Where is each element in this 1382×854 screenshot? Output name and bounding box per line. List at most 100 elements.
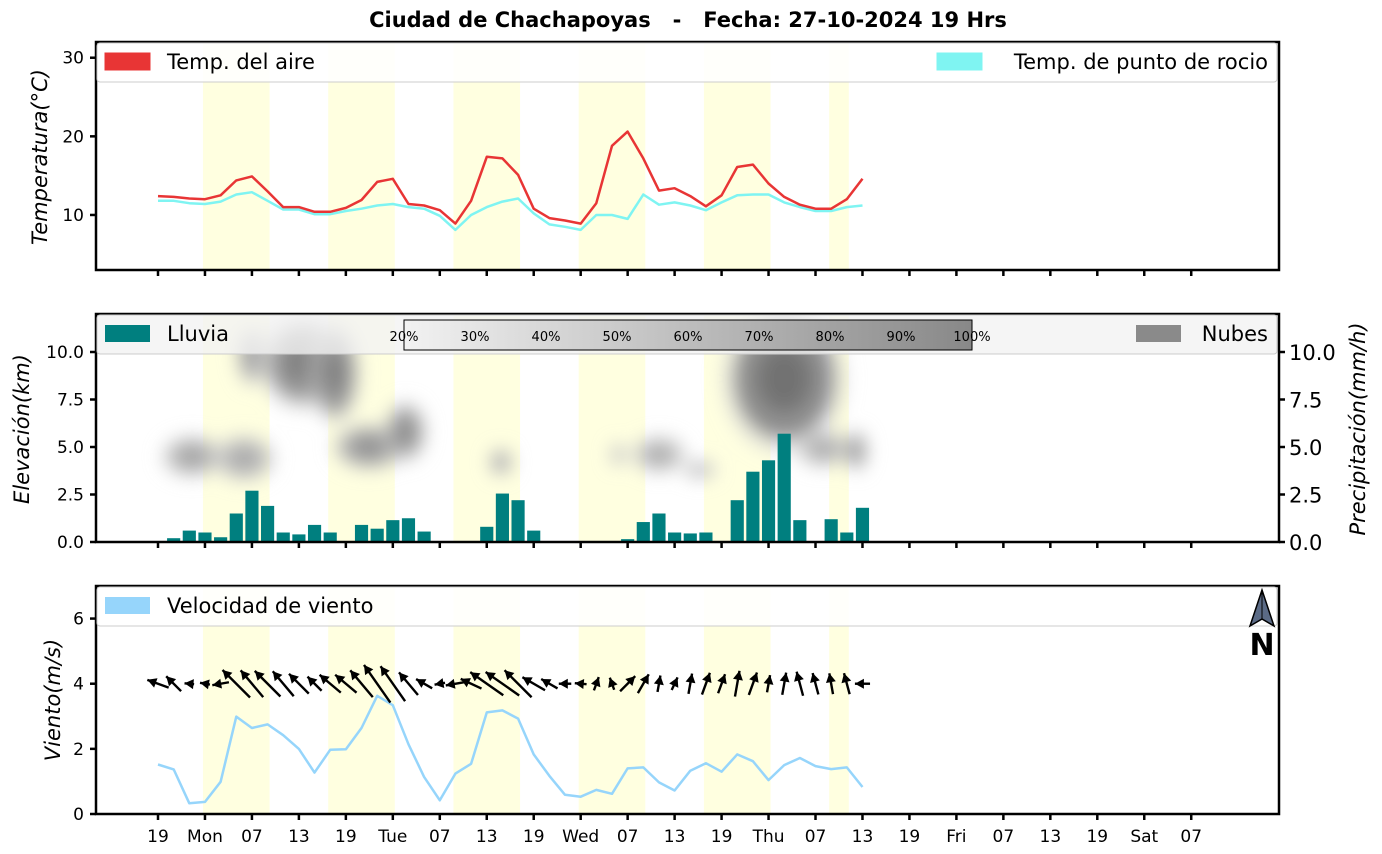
- rain-bar: [840, 532, 854, 542]
- wind-arrow: [318, 673, 342, 694]
- wind-arrow: [415, 678, 433, 690]
- wind-arrow: [540, 677, 559, 690]
- rain-bar: [167, 538, 181, 542]
- wind-arrow-head: [254, 670, 265, 681]
- wind-arrow: [794, 671, 805, 697]
- x-tick-label: 07: [805, 827, 827, 847]
- wind-arrow: [199, 679, 211, 690]
- x-tick-label: Thu: [752, 827, 785, 847]
- wind-arrow: [574, 679, 587, 689]
- rain-bar: [245, 490, 259, 542]
- wind-arrow-head: [485, 672, 496, 682]
- x-tick-label: 13: [288, 827, 310, 847]
- colorbar-label: 80%: [816, 330, 845, 345]
- wind-arrow-head: [364, 664, 374, 676]
- wind-arrow: [826, 673, 836, 695]
- wind-arrow: [349, 669, 374, 698]
- wind-arrow-head: [717, 674, 727, 685]
- wind-arrow-head: [522, 677, 533, 686]
- wind-arrow: [212, 678, 230, 689]
- wind-arrow-head: [434, 678, 445, 688]
- y-tick-label-right: 0.0: [1289, 531, 1322, 555]
- wind-arrow: [608, 677, 618, 691]
- x-tick-label: 13: [664, 827, 686, 847]
- wind-arrow: [747, 672, 759, 696]
- y-tick-label: 4: [73, 675, 84, 695]
- x-tick-label: 19: [523, 827, 545, 847]
- rain-cloud-panel: 0.0 0.0 2.5 2.5 5.0 5.0 7.5 7.5 10.0 10.0 Elevaci…: [10, 312, 1370, 555]
- wind-arrow: [619, 675, 637, 693]
- wind-arrow-head: [810, 673, 820, 683]
- colorbar-label: 100%: [953, 330, 990, 345]
- rain-bar: [292, 534, 306, 542]
- wind-arrow: [700, 672, 712, 696]
- y-tick-label: 7.5: [57, 391, 84, 411]
- north-arrow-icon: N: [1248, 587, 1276, 663]
- wind-arrow-head: [541, 679, 552, 688]
- wind-arrow: [221, 669, 251, 699]
- wind-arrow-head: [380, 666, 390, 677]
- wind-arrow: [685, 673, 696, 695]
- wind-arrow-head: [184, 679, 194, 690]
- wind-arrow-head: [608, 677, 618, 688]
- wind-arrow: [445, 678, 466, 689]
- cloud-core: [756, 345, 812, 413]
- wind-arrow: [253, 670, 282, 698]
- wind-speed-line: [157, 694, 864, 805]
- x-tick-label: Sat: [1130, 827, 1158, 847]
- wind-direction-arrows: [146, 664, 871, 704]
- rain-bar: [824, 519, 838, 542]
- cloud-colorbar: 20% 30% 40% 50% 60% 70% 80% 90% 100%: [390, 319, 991, 351]
- wind-arrow-head: [854, 678, 864, 689]
- rain-bar: [855, 507, 870, 542]
- rain-axes-frame: [94, 312, 1281, 544]
- y-tick-label: 2: [73, 740, 84, 760]
- y-tick-label: 6: [73, 610, 84, 630]
- colorbar-labels: 20% 30% 40% 50% 60% 70% 80% 90% 100%: [390, 330, 991, 345]
- precipitation-y-label: Precipitación(mm/h): [1346, 322, 1370, 535]
- legend-swatch-rain: [105, 325, 150, 342]
- wind-arrow-head: [669, 677, 679, 688]
- colorbar-label: 30%: [461, 330, 490, 345]
- rain-bar: [683, 533, 697, 542]
- x-tick-label: 07: [1180, 827, 1202, 847]
- colorbar-label: 40%: [532, 330, 561, 345]
- rain-bar: [746, 471, 760, 542]
- wind-arrow: [146, 678, 170, 689]
- rain-bar: [699, 532, 713, 542]
- cloud-core: [495, 455, 507, 469]
- x-tick-label: 19: [1086, 827, 1108, 847]
- wind-arrow-head: [212, 678, 222, 689]
- temperature-panel: 10 20 30 Temperatura(°C) Temp. del aire Te…: [28, 40, 1281, 276]
- wind-arrow: [733, 670, 743, 697]
- wind-arrow: [521, 676, 546, 692]
- legend-swatch-wind: [105, 597, 150, 614]
- wind-arrow: [165, 675, 182, 693]
- wind-arrow: [854, 678, 871, 689]
- wind-arrow: [779, 672, 790, 696]
- x-tick-label: 19: [899, 827, 921, 847]
- wind-axes-frame: [94, 584, 1281, 816]
- wind-arrow-head: [558, 678, 568, 689]
- rain-bar: [761, 460, 776, 542]
- x-tick-label: Mon: [187, 827, 223, 847]
- temperature-y-label: Temperatura(°C): [28, 69, 52, 245]
- wind-arrow-head: [335, 674, 346, 685]
- temperature-x-ticks: [156, 270, 1193, 276]
- cloud-core: [851, 441, 862, 461]
- x-tick-label: 07: [993, 827, 1015, 847]
- y-tick-label-right: 2.5: [1289, 484, 1322, 508]
- wind-arrow: [184, 679, 195, 690]
- wind-y-label: Viento(m/s): [41, 639, 65, 761]
- wind-arrow-head: [653, 675, 664, 686]
- x-tick-label: 19: [147, 827, 169, 847]
- x-tick-label: 19: [711, 827, 733, 847]
- temperature-lines: [157, 130, 864, 232]
- x-tick-label: Fri: [946, 827, 966, 847]
- rain-y-ticks: 0.0 0.0 2.5 2.5 5.0 5.0 7.5 7.5 10.0 10.0: [46, 341, 1336, 555]
- wind-arrow: [669, 676, 679, 691]
- day-band: [829, 42, 849, 270]
- rain-bar: [636, 522, 650, 542]
- wind-arrow-head: [826, 673, 836, 683]
- wind-arrow-head: [272, 671, 283, 682]
